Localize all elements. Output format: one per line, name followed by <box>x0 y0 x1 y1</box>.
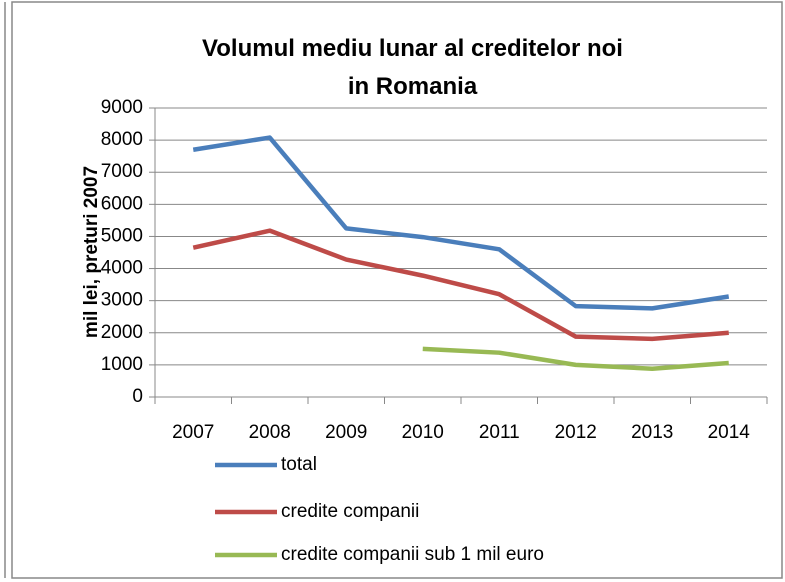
x-tick-label: 2009 <box>325 422 367 443</box>
y-tick-label: 5000 <box>101 225 143 246</box>
y-tick-label: 2000 <box>101 322 143 343</box>
y-tick-label: 6000 <box>101 193 143 214</box>
x-tick-label: 2014 <box>708 422 751 443</box>
series-line <box>422 346 729 371</box>
y-tick-label: 4000 <box>101 258 143 279</box>
x-tick-label: 2008 <box>249 422 291 443</box>
y-tick-label: 0 <box>132 386 143 407</box>
y-tick-label: 7000 <box>101 161 143 182</box>
x-tick-label: 2012 <box>555 422 597 443</box>
y-axis-label: mil lei, preturi 2007 <box>81 166 102 338</box>
y-tick-label: 3000 <box>101 290 143 311</box>
series-line <box>192 228 729 342</box>
x-tick-label: 2007 <box>172 422 214 443</box>
legend-label: total <box>281 454 317 475</box>
x-tick-label: 2013 <box>631 422 673 443</box>
y-tick-label: 8000 <box>101 129 143 150</box>
y-tick-label: 1000 <box>101 354 143 375</box>
x-tick-label: 2011 <box>479 422 520 443</box>
legend-label: credite companii <box>281 501 419 522</box>
frame <box>11 1 783 579</box>
series-line <box>192 135 730 311</box>
y-tick-label: 9000 <box>101 97 143 118</box>
chart-title: Volumul mediu lunar al creditelor noi in… <box>202 35 623 100</box>
x-tick-label: 2010 <box>402 422 444 443</box>
legend-label: credite companii sub 1 mil euro <box>281 544 544 565</box>
